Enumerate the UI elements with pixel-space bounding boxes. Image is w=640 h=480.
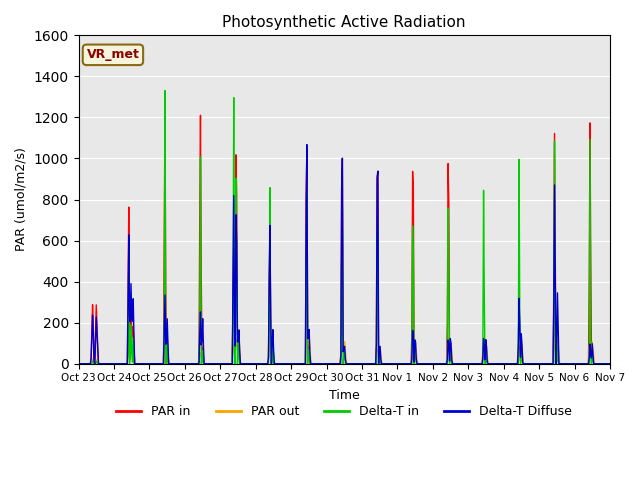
Delta-T in bbox=[194, 361, 202, 367]
Delta-T Diffuse bbox=[303, 142, 311, 147]
Delta-T Diffuse bbox=[139, 361, 147, 367]
Title: Photosynthetic Active Radiation: Photosynthetic Active Radiation bbox=[223, 15, 466, 30]
Delta-T in bbox=[410, 251, 417, 256]
PAR out bbox=[84, 361, 92, 367]
PAR out bbox=[410, 336, 417, 342]
Legend: PAR in, PAR out, Delta-T in, Delta-T Diffuse: PAR in, PAR out, Delta-T in, Delta-T Dif… bbox=[111, 400, 577, 423]
PAR out bbox=[222, 361, 230, 367]
PAR out bbox=[606, 361, 614, 367]
PAR in bbox=[606, 361, 614, 367]
PAR out bbox=[161, 328, 169, 334]
PAR in bbox=[139, 361, 147, 367]
PAR out bbox=[425, 361, 433, 367]
Delta-T in bbox=[606, 361, 614, 367]
Delta-T Diffuse bbox=[425, 361, 433, 367]
Line: Delta-T in: Delta-T in bbox=[79, 91, 610, 364]
PAR in bbox=[222, 361, 230, 367]
Delta-T in bbox=[84, 361, 92, 367]
PAR in bbox=[425, 361, 433, 367]
Delta-T Diffuse bbox=[221, 361, 228, 367]
PAR in bbox=[75, 361, 83, 367]
Delta-T Diffuse bbox=[84, 361, 92, 367]
Delta-T in bbox=[139, 361, 147, 367]
PAR out bbox=[139, 361, 147, 367]
Delta-T in bbox=[222, 361, 230, 367]
PAR out bbox=[75, 361, 83, 367]
Delta-T in bbox=[75, 361, 83, 367]
PAR in bbox=[410, 185, 417, 191]
Text: VR_met: VR_met bbox=[86, 48, 140, 61]
Delta-T Diffuse bbox=[606, 361, 614, 367]
X-axis label: Time: Time bbox=[329, 389, 360, 402]
Line: PAR in: PAR in bbox=[79, 107, 610, 364]
Delta-T Diffuse bbox=[410, 330, 417, 336]
PAR in bbox=[194, 361, 202, 367]
Delta-T in bbox=[161, 88, 169, 94]
PAR in bbox=[84, 361, 92, 367]
PAR in bbox=[161, 104, 169, 110]
Line: PAR out: PAR out bbox=[79, 331, 610, 364]
Y-axis label: PAR (umol/m2/s): PAR (umol/m2/s) bbox=[15, 147, 28, 252]
Delta-T Diffuse bbox=[75, 361, 83, 367]
Delta-T in bbox=[425, 361, 433, 367]
Line: Delta-T Diffuse: Delta-T Diffuse bbox=[79, 144, 610, 364]
Delta-T Diffuse bbox=[193, 361, 200, 367]
PAR out bbox=[194, 361, 202, 367]
